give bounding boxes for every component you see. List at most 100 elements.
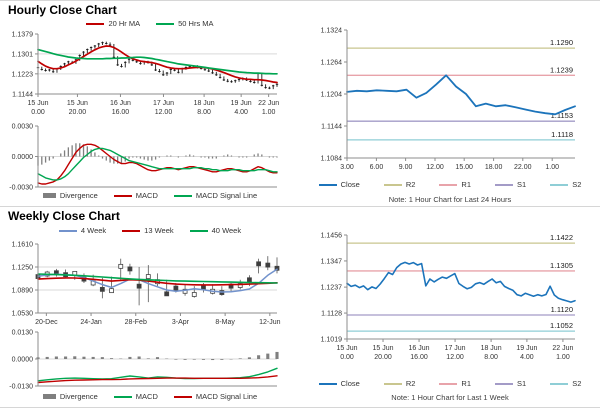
candles	[36, 41, 279, 90]
svg-text:1.00: 1.00	[262, 109, 276, 116]
svg-text:12.00: 12.00	[155, 109, 173, 116]
svg-text:9.00: 9.00	[399, 164, 413, 171]
legend-item: 20 Hr MA	[86, 19, 140, 28]
svg-text:1.1084: 1.1084	[321, 156, 343, 163]
weekly-chart-title: Weekly Close Chart	[8, 209, 120, 223]
svg-text:20.00: 20.00	[69, 109, 87, 116]
axes	[37, 244, 277, 314]
line-swatch-icon	[439, 183, 458, 186]
svg-text:1.1290: 1.1290	[550, 38, 573, 47]
svg-text:15.00: 15.00	[455, 164, 473, 171]
series-macd	[37, 143, 278, 185]
svg-text:4.00: 4.00	[520, 354, 534, 361]
svg-text:1.1456: 1.1456	[321, 233, 343, 240]
legend-item: 40 Week	[189, 226, 242, 235]
line-swatch-icon	[318, 183, 337, 186]
divider	[0, 407, 600, 408]
legend-item: 4 Week	[58, 226, 106, 235]
axes	[346, 30, 575, 159]
svg-text:15 Jun: 15 Jun	[373, 345, 394, 352]
line-swatch-icon	[189, 229, 208, 232]
legend-label: R1	[461, 379, 471, 388]
svg-text:12.00: 12.00	[426, 164, 444, 171]
legend-item: Close	[318, 379, 360, 388]
series-13-week	[37, 277, 278, 286]
svg-text:3-Apr: 3-Apr	[172, 319, 190, 326]
line-swatch-icon	[113, 194, 132, 197]
legend-item: 50 Hrs MA	[156, 19, 214, 28]
line-swatch-icon	[318, 382, 337, 385]
legend-label: Divergence	[59, 191, 98, 200]
legend-label: MACD Signal Line	[195, 392, 258, 401]
legend-item: Divergence	[42, 392, 98, 401]
legend-label: S1	[517, 379, 527, 388]
legend-item: S2	[550, 180, 581, 189]
legend-item: 13 Week	[122, 226, 174, 235]
svg-text:1.1324: 1.1324	[321, 28, 343, 35]
svg-text:8-May: 8-May	[215, 319, 235, 326]
y-axis-labels: 1.1456 1.1347 1.1237 1.1128 1.1019	[321, 233, 347, 344]
legend-label: 13 Week	[144, 226, 174, 235]
hourly-24h-legend: Close R2 R1 S1 S2	[300, 180, 600, 189]
svg-text:12.00: 12.00	[446, 354, 464, 361]
weekly-1h-legend: Close R2 R1 S1 S2	[300, 379, 600, 388]
svg-text:20.00: 20.00	[374, 354, 392, 361]
legend-label: 50 Hrs MA	[178, 19, 214, 28]
legend-label: 20 Hr MA	[108, 19, 141, 28]
line-swatch-icon	[550, 183, 569, 186]
legend-item: R1	[439, 180, 471, 189]
legend-label: MACD	[135, 191, 158, 200]
svg-text:0.00: 0.00	[31, 109, 45, 116]
line-swatch-icon	[439, 382, 458, 385]
legend-label: Close	[340, 379, 360, 388]
legend-item: MACD	[113, 191, 158, 200]
svg-text:1.1305: 1.1305	[550, 261, 573, 270]
legend-item: S1	[495, 379, 526, 388]
legend-label: 40 Week	[211, 226, 242, 235]
svg-text:8.00: 8.00	[197, 109, 211, 116]
svg-text:18.00: 18.00	[485, 164, 503, 171]
svg-text:1.1422: 1.1422	[550, 233, 573, 242]
y-axis-labels: 0.0130 0.0000 -0.0130	[9, 330, 38, 391]
svg-text:3.00: 3.00	[340, 164, 354, 171]
legend-item: R2	[383, 379, 415, 388]
line-swatch-icon	[156, 22, 175, 25]
svg-text:1.1204: 1.1204	[321, 92, 343, 99]
svg-text:19 Jun: 19 Jun	[231, 100, 252, 107]
y-axis-labels: 1.1324 1.1264 1.1204 1.1144 1.1084	[321, 28, 347, 163]
svg-text:24-Jan: 24-Jan	[80, 319, 102, 326]
svg-text:1.1019: 1.1019	[321, 337, 343, 344]
legend-item: MACD Signal Line	[173, 392, 258, 401]
divergence-bars	[36, 351, 279, 361]
legend-item: MACD	[113, 392, 158, 401]
series-close	[346, 74, 576, 116]
svg-text:1.00: 1.00	[556, 354, 570, 361]
svg-text:1.1610: 1.1610	[12, 242, 34, 249]
x-axis-labels: 15 Jun 0.00 15 Jun 20.00 16 Jun 16.00 17 Jun 12…	[27, 94, 279, 116]
legend-label: MACD	[135, 392, 158, 401]
legend-item: R2	[383, 180, 416, 189]
line-swatch-icon	[495, 183, 513, 186]
svg-text:1.1264: 1.1264	[321, 60, 343, 67]
legend-label: R2	[405, 180, 416, 189]
svg-text:15 Jun: 15 Jun	[27, 100, 48, 107]
y-axis-labels: 1.1379 1.1301 1.1223 1.1144	[12, 32, 38, 99]
hourly-24h-note: Note: 1 Hour Chart for Last 24 Hours	[388, 195, 512, 204]
weekly-price-legend: 4 Week 13 Week 40 Week	[0, 226, 300, 235]
svg-text:1.1379: 1.1379	[12, 32, 34, 39]
hourly-24h-pivot-chart: 1.1290 1.1239 1.1153 1.1118 1.1324 1.1264 1.12…	[321, 28, 576, 171]
legend-label: S1	[517, 180, 527, 189]
svg-text:15 Jun: 15 Jun	[67, 100, 88, 107]
svg-text:19 Jun: 19 Jun	[516, 345, 537, 352]
y-axis-labels: 0.0030 0.0000 -0.0030	[9, 124, 38, 192]
legend-item: R1	[439, 379, 471, 388]
legend-item: Close	[318, 180, 360, 189]
line-swatch-icon	[122, 229, 141, 232]
svg-text:1.1118: 1.1118	[551, 130, 573, 139]
svg-text:4.00: 4.00	[234, 109, 248, 116]
legend-item: S1	[495, 180, 526, 189]
bar-swatch-icon	[42, 394, 56, 399]
legend-label: Close	[340, 180, 360, 189]
svg-text:1.1347: 1.1347	[321, 258, 343, 265]
